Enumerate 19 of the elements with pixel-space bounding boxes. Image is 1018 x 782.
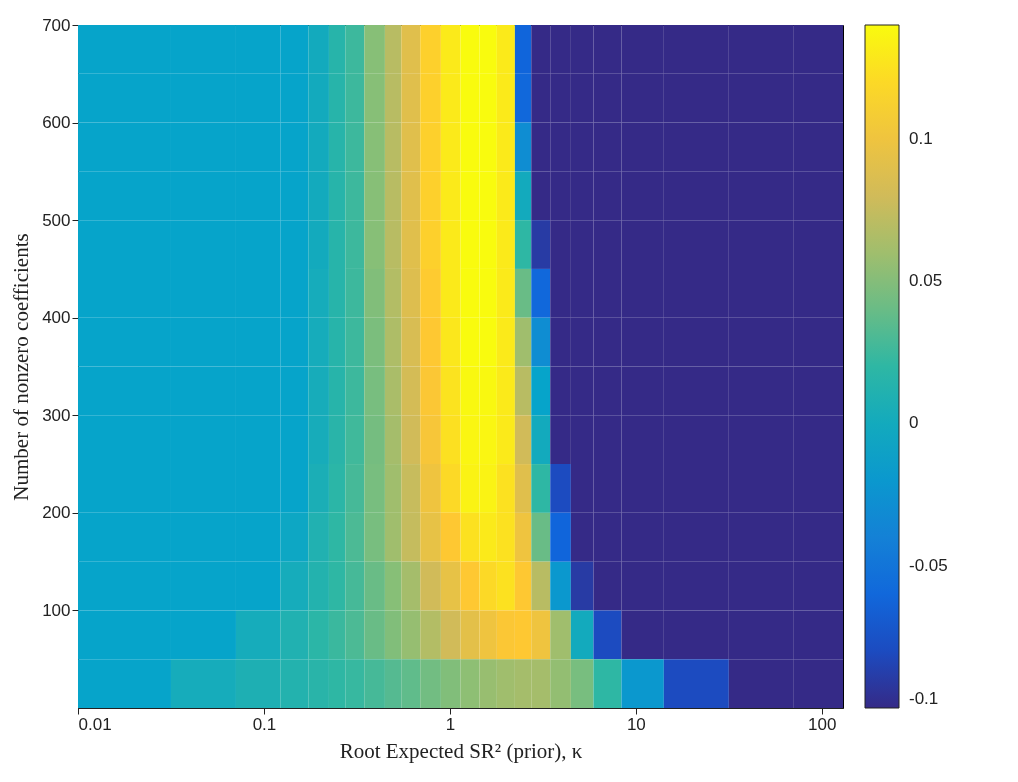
x-tick-label: 0.1 xyxy=(252,714,277,734)
y-tick-label: 300 xyxy=(42,405,71,425)
y-tick-label: 400 xyxy=(42,308,71,328)
x-tick-label: 100 xyxy=(808,714,837,734)
color-bar-label: -0.05 xyxy=(909,555,948,575)
y-tick-label: 100 xyxy=(42,600,71,620)
y-tick-label: 200 xyxy=(42,503,71,523)
x-tick-label: 10 xyxy=(626,714,646,734)
y-tick-label: 600 xyxy=(42,113,71,133)
y-tick-label: 700 xyxy=(42,15,71,35)
x-tick-label: 1 xyxy=(445,714,456,734)
color-bar-label: 0.1 xyxy=(909,128,933,148)
color-bar-label: 0 xyxy=(909,413,919,433)
x-tick-label: 0.01 xyxy=(78,714,112,734)
x-axis-title: Root Expected SR² (prior), κ xyxy=(339,738,583,763)
y-axis-title: Number of nonzero coefficients xyxy=(9,233,34,501)
color-bar-label: 0.05 xyxy=(909,271,943,291)
y-tick-label: 500 xyxy=(42,210,71,230)
color-bar-label: -0.1 xyxy=(909,689,939,708)
